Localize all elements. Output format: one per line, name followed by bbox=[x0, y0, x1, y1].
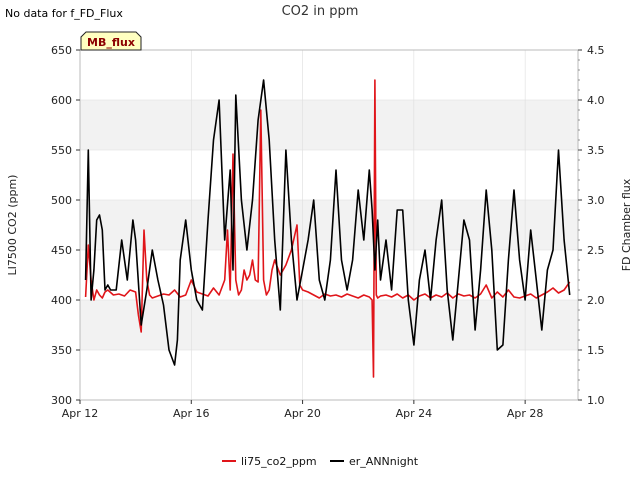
y-axis-ticks: 300 350 400 450 500 550 600 650 bbox=[51, 44, 80, 407]
y-tick-label: 550 bbox=[51, 144, 72, 157]
x-tick-label: Apr 28 bbox=[507, 407, 544, 420]
chart-title: CO2 in ppm bbox=[281, 4, 359, 19]
y-tick-label: 350 bbox=[51, 344, 72, 357]
background-band bbox=[80, 200, 578, 250]
y2-tick-label: 2.5 bbox=[587, 244, 605, 257]
badge-shape bbox=[80, 31, 142, 51]
y-tick-label: 600 bbox=[51, 94, 72, 107]
legend-label-er: er_ANNnight bbox=[349, 455, 419, 468]
y2-tick-label: 4.5 bbox=[587, 44, 605, 57]
y-tick-label: 300 bbox=[51, 394, 72, 407]
x-tick-label: Apr 16 bbox=[173, 407, 210, 420]
legend-label-li75: li75_co2_ppm bbox=[241, 455, 317, 468]
y-tick-label: 500 bbox=[51, 194, 72, 207]
badge-label: MB_flux bbox=[87, 36, 135, 49]
no-data-note: No data for f_FD_Flux bbox=[5, 7, 123, 20]
series-line-er_ANNnight bbox=[84, 79, 571, 366]
x-axis-ticks: Apr 12 Apr 16 Apr 20 Apr 24 Apr 28 bbox=[62, 400, 544, 420]
background-band bbox=[80, 100, 578, 150]
series-layer bbox=[84, 79, 571, 378]
background-bands bbox=[80, 100, 578, 350]
y-tick-label: 400 bbox=[51, 294, 72, 307]
x-tick-label: Apr 12 bbox=[62, 407, 99, 420]
y-axis-label: LI7500 CO2 (ppm) bbox=[6, 175, 19, 276]
y2-tick-label: 1.5 bbox=[587, 344, 605, 357]
series-line-li75_co2_ppm bbox=[84, 79, 571, 378]
y2-axis-label: FD Chamber flux bbox=[620, 178, 633, 271]
y2-tick-label: 1.0 bbox=[587, 394, 605, 407]
y2-tick-label: 3.0 bbox=[587, 194, 605, 207]
x-tick-label: Apr 20 bbox=[284, 407, 321, 420]
mb-flux-badge: MB_flux bbox=[80, 31, 142, 51]
legend: li75_co2_ppm er_ANNnight bbox=[222, 455, 419, 468]
y2-tick-label: 4.0 bbox=[587, 94, 605, 107]
plot-frame bbox=[79, 49, 579, 401]
y-tick-label: 650 bbox=[51, 44, 72, 57]
x-tick-label: Apr 24 bbox=[396, 407, 433, 420]
y2-axis-ticks: 1.0 1.5 2.0 2.5 3.0 3.5 4.0 4.5 bbox=[578, 44, 605, 407]
y-tick-label: 450 bbox=[51, 244, 72, 257]
y2-tick-label: 3.5 bbox=[587, 144, 605, 157]
y2-tick-label: 2.0 bbox=[587, 294, 605, 307]
